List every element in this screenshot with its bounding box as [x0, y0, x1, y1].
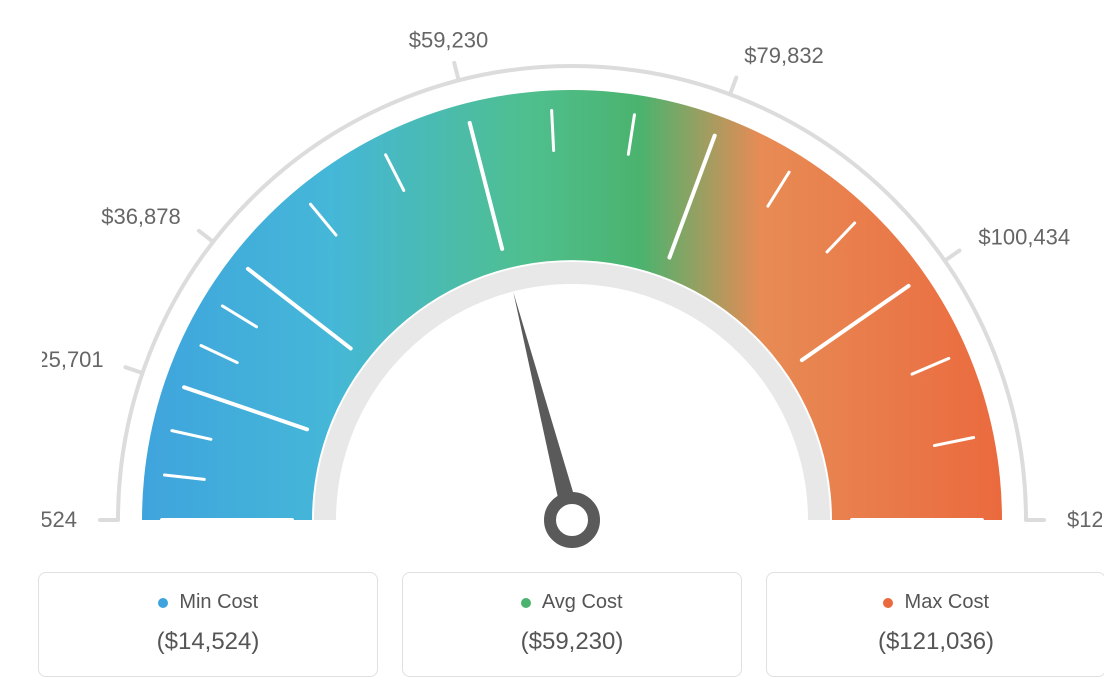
- max-cost-card: Max Cost ($121,036): [766, 572, 1104, 677]
- min-cost-card: Min Cost ($14,524): [38, 572, 378, 677]
- max-cost-title: Max Cost: [777, 591, 1095, 614]
- min-cost-title: Min Cost: [49, 591, 367, 614]
- avg-cost-label: Avg Cost: [542, 591, 623, 613]
- max-dot-icon: [883, 598, 893, 608]
- svg-text:$100,434: $100,434: [978, 224, 1070, 249]
- avg-dot-icon: [521, 598, 531, 608]
- svg-text:$25,701: $25,701: [42, 347, 104, 372]
- svg-text:$14,524: $14,524: [42, 507, 77, 532]
- avg-cost-value: ($59,230): [413, 628, 731, 656]
- min-cost-value: ($14,524): [49, 628, 367, 656]
- cost-legend: Min Cost ($14,524) Avg Cost ($59,230) Ma…: [20, 572, 1104, 677]
- svg-text:$36,878: $36,878: [101, 204, 181, 229]
- min-cost-label: Min Cost: [179, 591, 258, 613]
- svg-text:$59,230: $59,230: [409, 28, 489, 53]
- cost-gauge: $14,524 $25,701 $36,878 $59,230 $79,832 $100,…: [42, 20, 1102, 560]
- svg-text:$79,832: $79,832: [744, 43, 824, 68]
- avg-cost-card: Avg Cost ($59,230): [402, 572, 742, 677]
- max-cost-label: Max Cost: [905, 591, 989, 613]
- min-dot-icon: [158, 598, 168, 608]
- avg-cost-title: Avg Cost: [413, 591, 731, 614]
- svg-text:$121,036: $121,036: [1067, 507, 1102, 532]
- max-cost-value: ($121,036): [777, 628, 1095, 656]
